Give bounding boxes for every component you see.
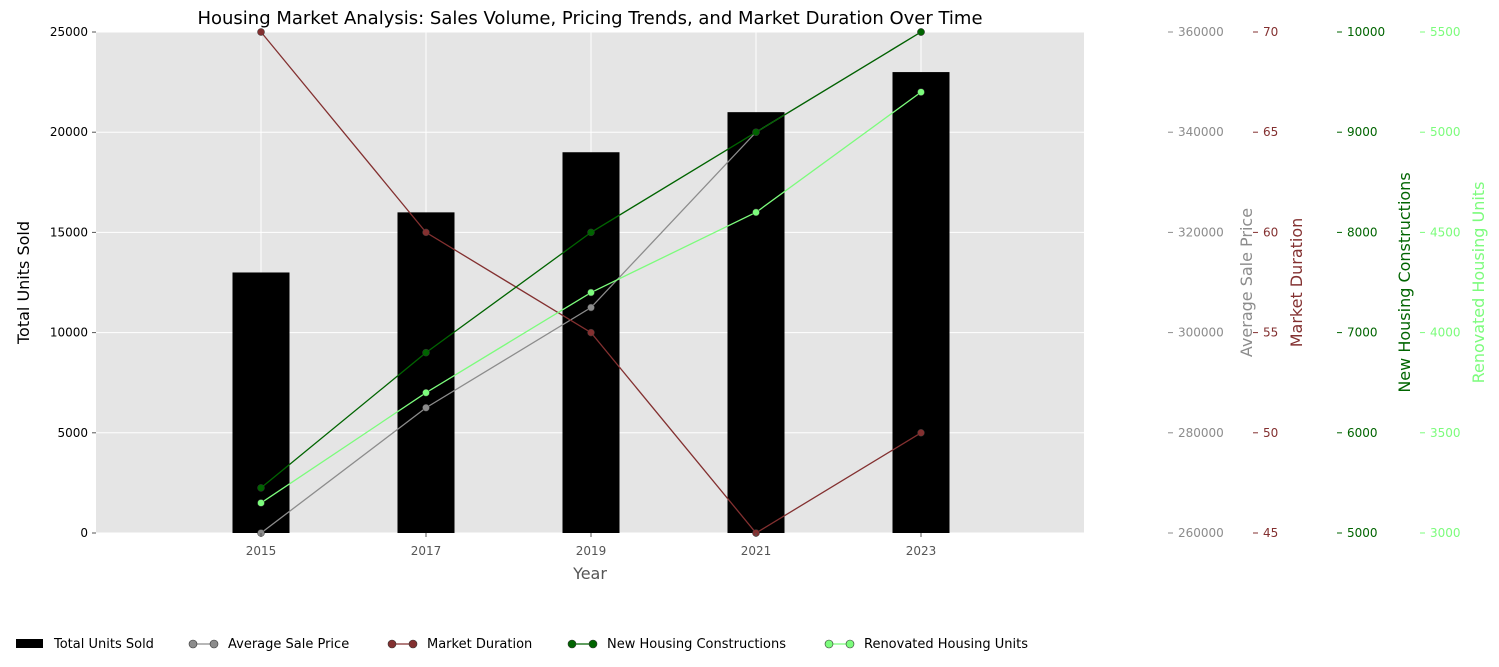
x-tick-label: 2015 (246, 544, 277, 558)
legend-marker (588, 639, 598, 649)
y-tick-label: 5000 (1347, 526, 1378, 540)
legend-label: Renovated Housing Units (864, 637, 1028, 652)
data-point (917, 88, 925, 96)
x-axis-label: Year (572, 564, 607, 583)
y-tick-label: 5000 (57, 426, 88, 440)
bar (727, 112, 785, 533)
y-axis-label: Total Units Sold (14, 221, 33, 345)
y-tick-label: 45 (1263, 526, 1278, 540)
legend-marker (567, 639, 577, 649)
y-tick-label: 5500 (1430, 25, 1461, 39)
y-tick-label: 280000 (1178, 426, 1224, 440)
y-axis-label: New Housing Constructions (1395, 172, 1414, 392)
bar (562, 152, 620, 534)
data-point (422, 228, 430, 237)
data-point (917, 28, 925, 36)
y-tick-label: 7000 (1347, 326, 1378, 340)
data-point (752, 128, 760, 136)
legend-item: Renovated Housing Units (824, 637, 1028, 652)
y-tick-label: 10000 (50, 326, 88, 340)
legend: Total Units Sold Average Sale Price Market… (16, 637, 1028, 652)
x-tick-label: 2019 (576, 544, 607, 558)
left-y-axis: 0 5000 10000 15000 20000 25000 Total Units Sol… (14, 25, 96, 540)
y-tick-label: 320000 (1178, 225, 1224, 239)
y-tick-label: 15000 (50, 225, 88, 239)
y-tick-label: 260000 (1178, 526, 1224, 540)
right-y-axes: 260000 280000 300000 320000 340000 360000 Aver… (1168, 25, 1488, 540)
y-tick-label: 4000 (1430, 326, 1461, 340)
data-point (587, 328, 595, 337)
y-tick-label: 300000 (1178, 326, 1224, 340)
legend-marker (824, 639, 834, 649)
legend-item: Market Duration (387, 637, 532, 652)
y-tick-label: 360000 (1178, 25, 1224, 39)
legend-label: Total Units Sold (53, 637, 154, 652)
data-point (257, 28, 265, 36)
data-point (587, 228, 595, 237)
y-tick-label: 60 (1263, 225, 1278, 239)
legend-item: Average Sale Price (188, 637, 349, 652)
x-tick-label: 2017 (411, 544, 442, 558)
legend-item: New Housing Constructions (567, 637, 786, 652)
y-axis-label: Market Duration (1287, 218, 1306, 348)
chart-title: Housing Market Analysis: Sales Volume, P… (197, 8, 982, 29)
bar (232, 272, 290, 533)
y-axis-label: Average Sale Price (1237, 208, 1256, 357)
legend-marker (387, 639, 397, 649)
y-tick-label: 5000 (1430, 125, 1461, 139)
y-tick-label: 55 (1263, 326, 1278, 340)
legend-marker (408, 639, 418, 649)
legend-swatch (16, 639, 43, 648)
y-tick-label: 20000 (50, 125, 88, 139)
x-tick-label: 2023 (906, 544, 937, 558)
y-axis-label: Renovated Housing Units (1469, 182, 1488, 384)
legend-marker (209, 639, 219, 649)
y-tick-label: 3500 (1430, 426, 1461, 440)
right-y-axis: 5000 6000 7000 8000 9000 10000 New Housing Con… (1337, 25, 1414, 540)
y-tick-label: 8000 (1347, 225, 1378, 239)
data-point (257, 499, 265, 507)
y-tick-label: 10000 (1347, 25, 1385, 39)
legend-label: Average Sale Price (228, 637, 349, 652)
series-lines (257, 28, 925, 537)
legend-marker (845, 639, 855, 649)
y-tick-label: 0 (80, 526, 88, 540)
y-tick-label: 65 (1263, 125, 1278, 139)
data-point (917, 429, 925, 437)
right-y-axis: 3000 3500 4000 4500 5000 5500 Renovated Housin… (1420, 25, 1488, 540)
right-y-axis: 45 50 55 60 65 70 Market Duration (1253, 25, 1306, 540)
y-tick-label: 4500 (1430, 225, 1461, 239)
legend-marker (188, 639, 198, 649)
y-tick-label: 25000 (50, 25, 88, 39)
y-tick-label: 6000 (1347, 426, 1378, 440)
legend-label: Market Duration (427, 637, 532, 652)
bar (892, 72, 950, 533)
data-point (422, 404, 430, 412)
data-point (257, 484, 265, 492)
data-point (587, 288, 595, 297)
right-y-axis: 260000 280000 300000 320000 340000 360000 Aver… (1168, 25, 1256, 540)
y-tick-label: 70 (1263, 25, 1278, 39)
legend-label: New Housing Constructions (607, 637, 786, 652)
x-axis: Year 2015 2017 2019 2021 2023 (246, 533, 937, 583)
y-tick-label: 9000 (1347, 125, 1378, 139)
y-tick-label: 3000 (1430, 526, 1461, 540)
data-point (752, 208, 760, 217)
data-point (587, 303, 595, 312)
data-point (422, 348, 430, 357)
data-point (422, 388, 430, 397)
x-tick-label: 2021 (741, 544, 772, 558)
y-tick-label: 340000 (1178, 125, 1224, 139)
bar (397, 212, 455, 534)
y-tick-label: 50 (1263, 426, 1278, 440)
legend-item: Total Units Sold (16, 637, 154, 652)
bars (232, 72, 950, 534)
